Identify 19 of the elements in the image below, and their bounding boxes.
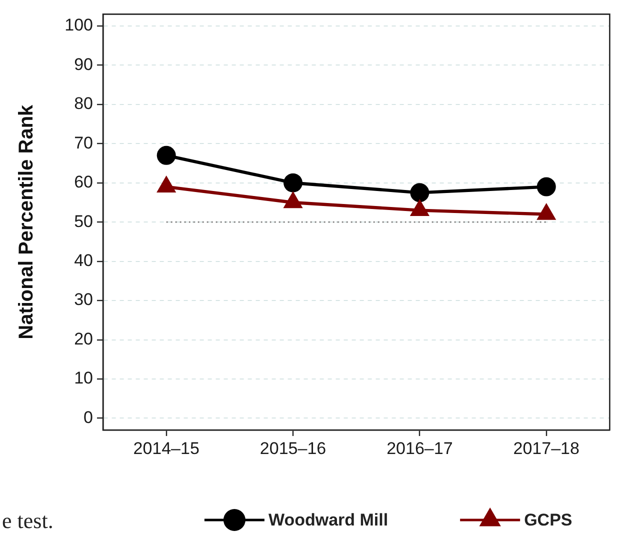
y-tick-label: 0 — [84, 408, 93, 427]
y-tick-label: 80 — [74, 94, 93, 114]
text: e test. — [2, 508, 54, 533]
legend-label: Woodward Mill — [268, 510, 388, 530]
y-tick-label: 90 — [74, 54, 93, 74]
y-tick-label: 70 — [74, 133, 93, 152]
x-tick-label: 2016–17 — [386, 438, 453, 458]
y-tick-label: 100 — [64, 16, 93, 35]
x-tick-label: 2014–15 — [133, 438, 200, 458]
y-tick-label: 30 — [74, 290, 93, 310]
y-tick-label: 10 — [74, 368, 93, 388]
y-tick-label: 20 — [74, 329, 93, 348]
y-tick-label: 50 — [74, 212, 93, 231]
y-axis-title: National Percentile Rank — [16, 104, 38, 340]
legend-label: GCPS — [524, 510, 572, 530]
x-tick-label: 2017–18 — [513, 438, 580, 458]
x-tick-label: 2015–16 — [260, 438, 326, 458]
y-tick-label: 40 — [74, 251, 93, 270]
y-tick-label: 60 — [74, 172, 93, 192]
